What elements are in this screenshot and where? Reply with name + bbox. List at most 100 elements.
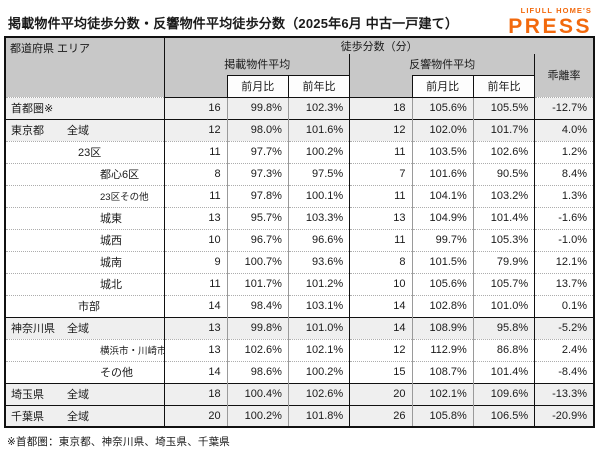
value-cell: 93.6%	[287, 250, 350, 273]
value-cell: 8.4%	[534, 162, 594, 185]
value-cell: 101.4%	[472, 206, 535, 229]
table-row: 都心6区 8 97.3% 97.5% 7 101.6% 90.5% 8.4%	[5, 162, 594, 185]
area-label-cell: 埼玉県 全域	[5, 382, 166, 405]
walking-minutes-table: 都道府県 エリア 徒歩分数（分） 掲載物件平均 反響物件平均 乖離率 前月比 前…	[4, 36, 595, 428]
value-cell: 102.8%	[411, 294, 474, 317]
value-cell: 100.2%	[226, 404, 289, 427]
page-title: 掲載物件平均徒歩分数・反響物件平均徒歩分数（2025年6月 中古一戸建て）	[8, 16, 459, 31]
area-label: 23区その他	[100, 192, 149, 203]
footnote: ※首都圏：東京都、神奈川県、埼玉県、千葉県	[7, 436, 230, 448]
value-cell: 0.1%	[534, 294, 594, 317]
area-label: その他	[100, 367, 133, 379]
area-label-cell: 横浜市・川崎市	[5, 338, 166, 361]
value-cell: 102.1%	[411, 382, 474, 405]
value-cell: 13	[164, 316, 228, 339]
table-body: 首都圏※ 16 99.8% 102.3% 18 105.6% 105.5% -12.7% 東京都…	[5, 96, 594, 427]
value-cell: 14	[349, 294, 413, 317]
area-label: 城東	[100, 213, 122, 225]
value-cell: 11	[164, 184, 228, 207]
area-label: 23区	[78, 147, 102, 159]
header-blank-listed	[164, 75, 228, 98]
value-cell: 98.0%	[226, 118, 289, 141]
value-cell: 2.4%	[534, 338, 594, 361]
header-walking-minutes: 徒歩分数（分）	[164, 37, 594, 54]
table-row: 東京都 全域 12 98.0% 101.6% 12 102.0% 101.7% 4.0%	[5, 118, 594, 141]
table-row: 首都圏※ 16 99.8% 102.3% 18 105.6% 105.5% -12.7%	[5, 96, 594, 119]
value-cell: 105.5%	[472, 96, 535, 119]
value-cell: 7	[349, 162, 413, 185]
value-cell: 97.5%	[287, 162, 350, 185]
value-cell: 101.6%	[287, 118, 350, 141]
table-row: 横浜市・川崎市 13 102.6% 102.1% 12 112.9% 86.8% 2.4%	[5, 338, 594, 361]
header-inquiry-mom: 前月比	[411, 74, 474, 98]
value-cell: 95.7%	[226, 206, 289, 229]
area-label-cell: 城西	[5, 228, 166, 251]
value-cell: 101.4%	[472, 360, 535, 383]
value-cell: 102.3%	[287, 96, 350, 119]
value-cell: 12.1%	[534, 250, 594, 273]
value-cell: 97.8%	[226, 184, 289, 207]
value-cell: 98.6%	[226, 360, 289, 383]
value-cell: 104.9%	[411, 206, 474, 229]
value-cell: 100.4%	[226, 382, 289, 405]
value-cell: 99.7%	[411, 228, 474, 251]
value-cell: 108.9%	[411, 316, 474, 339]
value-cell: 15	[349, 360, 413, 383]
value-cell: 105.7%	[472, 272, 535, 295]
area-label: 全域	[67, 125, 89, 137]
value-cell: 103.1%	[287, 294, 350, 317]
value-cell: 103.2%	[472, 184, 535, 207]
value-cell: 13	[164, 338, 228, 361]
value-cell: 106.5%	[472, 404, 535, 427]
area-label-cell: 東京都 全域	[5, 118, 166, 141]
table-row: 神奈川県 全域 13 99.8% 101.0% 14 108.9% 95.8% -5.2%	[5, 316, 594, 339]
value-cell: 101.6%	[411, 162, 474, 185]
value-cell: 112.9%	[411, 338, 474, 361]
table-row: 埼玉県 全域 18 100.4% 102.6% 20 102.1% 109.6% -13.3%	[5, 382, 594, 405]
value-cell: -8.4%	[534, 360, 594, 383]
value-cell: 11	[349, 184, 413, 207]
value-cell: 1.3%	[534, 184, 594, 207]
value-cell: 103.5%	[411, 140, 474, 163]
header-listed-average: 掲載物件平均	[164, 54, 350, 75]
value-cell: -5.2%	[534, 316, 594, 339]
logo-text-lifull-homes: LIFULL HOME'S	[520, 6, 592, 15]
header-inquiry-average: 反響物件平均	[349, 54, 535, 75]
header-listed-yoy: 前年比	[287, 74, 351, 98]
value-cell: 99.8%	[226, 96, 289, 119]
area-label: 都心6区	[100, 169, 140, 181]
area-label: 城西	[100, 235, 122, 247]
value-cell: 100.1%	[287, 184, 350, 207]
value-cell: 16	[164, 96, 228, 119]
value-cell: 105.3%	[472, 228, 535, 251]
value-cell: 105.8%	[411, 404, 474, 427]
value-cell: 12	[164, 118, 228, 141]
area-label-cell: 23区	[5, 140, 166, 163]
table-row: 城南 9 100.7% 93.6% 8 101.5% 79.9% 12.1%	[5, 250, 594, 273]
value-cell: 102.0%	[411, 118, 474, 141]
value-cell: 11	[164, 140, 228, 163]
value-cell: 8	[164, 162, 228, 185]
value-cell: 102.6%	[287, 382, 350, 405]
value-cell: 96.6%	[287, 228, 350, 251]
value-cell: 20	[164, 404, 228, 427]
value-cell: 102.6%	[472, 140, 535, 163]
value-cell: 97.3%	[226, 162, 289, 185]
area-label-cell: 神奈川県 全域	[5, 316, 166, 339]
area-label: 城北	[100, 279, 122, 291]
area-label: 全域	[67, 410, 89, 423]
value-cell: 97.7%	[226, 140, 289, 163]
value-cell: 13.7%	[534, 272, 594, 295]
value-cell: 101.2%	[287, 272, 350, 295]
value-cell: 18	[164, 382, 228, 405]
value-cell: -1.6%	[534, 206, 594, 229]
value-cell: 20	[349, 382, 413, 405]
area-label: 全域	[67, 323, 89, 335]
prefecture-label: 千葉県	[11, 410, 44, 423]
header-inquiry-yoy: 前年比	[472, 74, 536, 98]
area-label-cell: その他	[5, 360, 166, 383]
value-cell: 98.4%	[226, 294, 289, 317]
value-cell: 13	[164, 206, 228, 229]
value-cell: 11	[164, 272, 228, 295]
area-label-cell: 城東	[5, 206, 166, 229]
